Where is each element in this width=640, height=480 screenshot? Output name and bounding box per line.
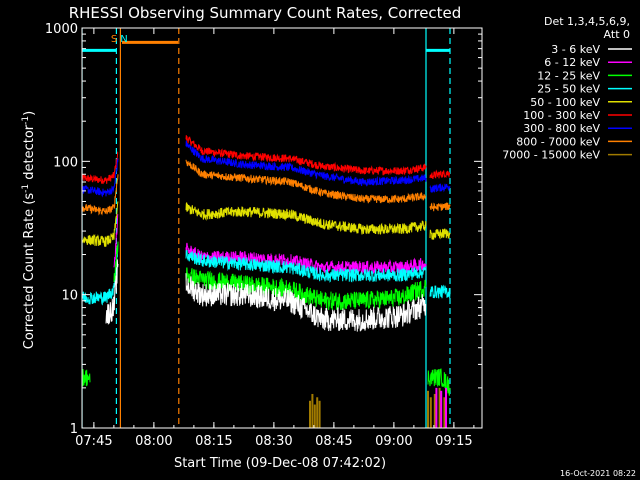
series-trace-5-1: [185, 249, 427, 283]
series-25---50-kev: [82, 243, 451, 306]
frame-rect: [81, 27, 483, 429]
y-label-sup-2: -1: [21, 116, 31, 125]
legend-label-8: 7000 - 15000 keV: [502, 149, 600, 162]
series-trace-1-0: [82, 158, 119, 198]
series-trace-6-2: [185, 267, 427, 311]
legend-label-4: 50 - 100 keV: [530, 96, 600, 109]
x-axis-ticks: 07:45 08:00 08:15 08:30 08:45 09:00 09:15: [75, 28, 475, 449]
legend-label-0: 3 - 6 keV: [551, 43, 600, 56]
series-50---100-kev: [82, 201, 451, 247]
series-trace-0-0: [82, 151, 119, 185]
generation-timestamp: 16-Oct-2021 08:22: [560, 469, 636, 478]
series-7000-15000-kev: [309, 387, 447, 428]
x-tick-label-4: 08:45: [315, 434, 352, 449]
legend-label-6: 300 - 800 keV: [523, 122, 600, 135]
series-trace-7-1: [185, 273, 427, 332]
y-label-part-2: detector: [22, 124, 37, 184]
legend-header-detectors: Det 1,3,4,5,6,9,: [544, 15, 630, 28]
series-trace-1-1: [185, 140, 427, 187]
series-trace-0-1: [185, 135, 427, 176]
marker-n: N: [120, 34, 127, 45]
legend-label-3: 25 - 50 keV: [537, 83, 600, 96]
series-trace-0-2: [429, 169, 451, 180]
series-trace-6-1: [113, 241, 119, 283]
series-trace-3-0: [82, 201, 119, 247]
y-axis-ticks: 1 10 100 1000: [45, 22, 482, 437]
series-trace-2-1: [185, 159, 427, 204]
chart-title: RHESSI Observing Summary Count Rates, Co…: [69, 4, 462, 22]
legend-label-1: 6 - 12 keV: [544, 56, 600, 69]
series-trace-2-2: [429, 202, 451, 212]
y-label-part-1: Corrected Count Rate (s: [22, 193, 37, 350]
x-tick-label-0: 07:45: [75, 434, 112, 449]
series-trace-5-0: [82, 243, 119, 306]
y-tick-label-1: 10: [61, 289, 78, 304]
series-trace-7-0: [105, 259, 119, 325]
x-tick-label-1: 08:00: [135, 434, 172, 449]
series-trace-1-2: [429, 183, 451, 193]
series-3---6-kev: [105, 259, 427, 332]
legend-label-7: 800 - 7000 keV: [516, 135, 600, 148]
series-trace-3-2: [429, 228, 451, 240]
series-100---300-kev: [82, 135, 451, 185]
x-tick-label-5: 09:00: [375, 434, 412, 449]
series-trace-6-0: [82, 368, 91, 387]
y-tick-label-3: 1000: [45, 22, 78, 37]
plot-frame: [81, 27, 483, 429]
y-axis-label: Corrected Count Rate (s-1 detector-1): [21, 111, 37, 349]
series-trace-5-2: [429, 284, 451, 299]
y-tick-label-0: 1: [70, 422, 78, 437]
y-tick-label-2: 100: [53, 155, 78, 170]
marker-s: S: [111, 34, 117, 45]
x-axis-label: Start Time (09-Dec-08 07:42:02): [174, 456, 386, 471]
y-label-sup-1: -1: [21, 184, 31, 193]
legend-label-5: 100 - 300 keV: [523, 109, 600, 122]
series-300---800-kev: [82, 140, 451, 198]
x-tick-label-2: 08:15: [195, 434, 232, 449]
x-tick-label-6: 09:15: [435, 434, 472, 449]
series-trace-4-0: [113, 214, 119, 268]
legend-header-attenuator: Att 0: [604, 28, 630, 41]
series-trace-2-0: [82, 174, 119, 216]
series-trace-3-1: [185, 202, 427, 235]
x-tick-label-3: 08:30: [255, 434, 292, 449]
legend-label-2: 12 - 25 keV: [537, 69, 600, 82]
y-label-part-3: ): [22, 111, 37, 116]
series-800---7000-kev: [82, 159, 451, 216]
